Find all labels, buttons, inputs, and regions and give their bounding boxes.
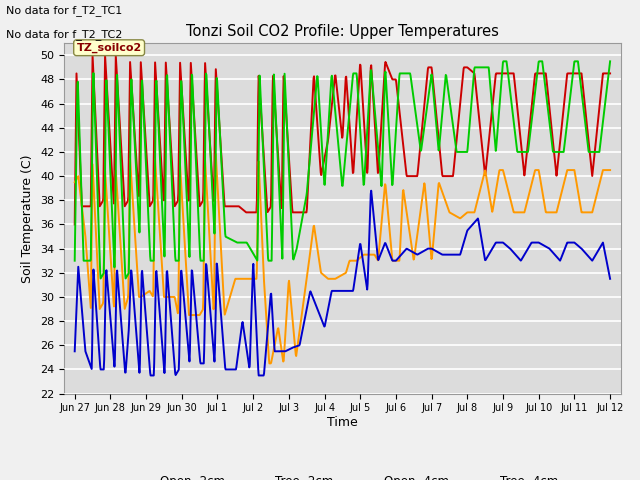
Title: Tonzi Soil CO2 Profile: Upper Temperatures: Tonzi Soil CO2 Profile: Upper Temperatur…: [186, 24, 499, 39]
Text: No data for f_T2_TC2: No data for f_T2_TC2: [6, 29, 123, 40]
Text: No data for f_T2_TC1: No data for f_T2_TC1: [6, 5, 123, 16]
Legend: Open -2cm, Tree -2cm, Open -4cm, Tree -4cm: Open -2cm, Tree -2cm, Open -4cm, Tree -4…: [122, 470, 563, 480]
X-axis label: Time: Time: [327, 416, 358, 429]
Text: TZ_soilco2: TZ_soilco2: [77, 43, 141, 53]
Y-axis label: Soil Temperature (C): Soil Temperature (C): [22, 154, 35, 283]
